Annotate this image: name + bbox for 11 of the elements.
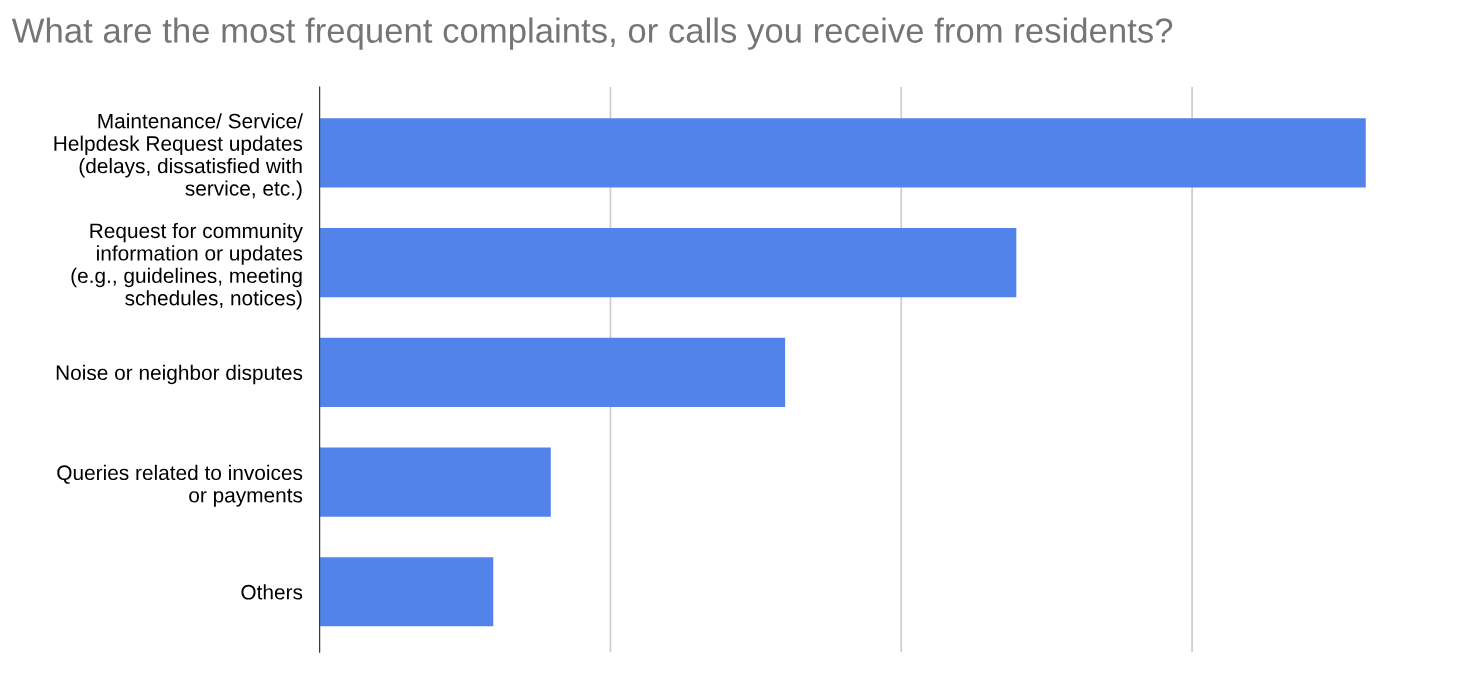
bar — [319, 118, 1366, 188]
bar — [319, 557, 494, 627]
y-tick-label: Noise or neighbor disputes — [56, 364, 303, 385]
y-tick-label: Maintenance/ Service/ Helpdesk Request updates (delays, dissatisfied with service, etc.) — [54, 113, 303, 200]
bar — [319, 337, 786, 407]
y-tick-label: Queries related to invoices or payments — [57, 464, 303, 507]
bar — [319, 447, 551, 517]
y-tick-label: Request for community information or updates (e.g., guidelines, meeting schedules, notices) — [71, 222, 303, 310]
bar — [319, 228, 1017, 298]
y-tick-label: Others — [241, 584, 303, 600]
chart-title: What are the most frequent complaints, or calls you receive from residents? — [11, 17, 1173, 50]
